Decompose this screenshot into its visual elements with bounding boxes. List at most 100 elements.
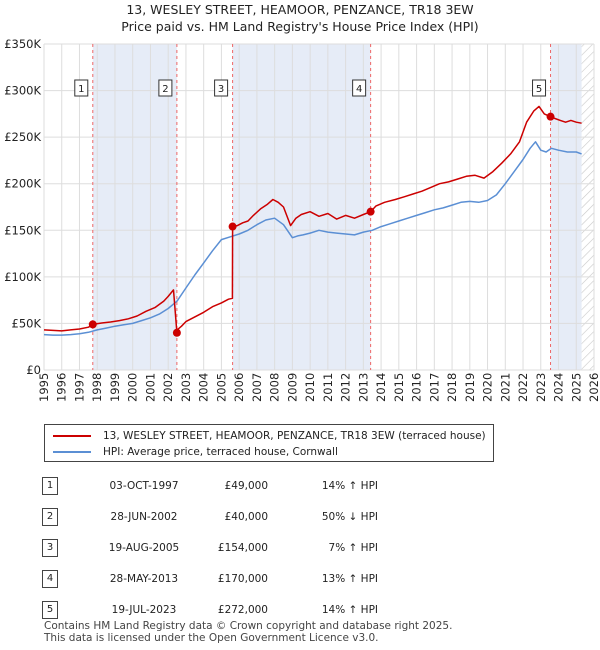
sale-badge: 5 (42, 600, 58, 619)
table-row: 2 28-JUN-2002 £40,000 50% ↓ HPI (42, 501, 386, 532)
x-tick-label: 1998 (90, 373, 104, 402)
sale-date: 19-AUG-2005 (108, 541, 180, 554)
ownership-band (92, 44, 177, 370)
x-tick-label: 2024 (552, 373, 566, 402)
sale-price: £154,000 (217, 541, 268, 554)
footer-line-1: Contains HM Land Registry data © Crown c… (44, 620, 453, 632)
sale-badge: 3 (42, 538, 58, 557)
legend-swatch-property (53, 435, 91, 437)
y-tick-label: £100K (4, 270, 41, 284)
chart-subtitle: Price paid vs. HM Land Registry's House … (121, 19, 478, 34)
sale-price: £170,000 (217, 572, 268, 585)
sale-label-box (74, 79, 89, 97)
sale-label-number: 5 (536, 84, 542, 95)
y-tick-label: £50K (12, 316, 42, 330)
sale-hpi-diff: 50% ↓ HPI (321, 510, 378, 523)
x-tick-label: 2014 (374, 373, 388, 402)
legend-item-hpi: HPI: Average price, terraced house, Corn… (53, 445, 338, 459)
x-tick-label: 2020 (481, 373, 495, 402)
sale-badge: 4 (42, 569, 58, 588)
x-tick-label: 1999 (108, 373, 122, 402)
ownership-band (550, 44, 582, 370)
sale-point (228, 222, 237, 231)
legend-label-hpi: HPI: Average price, terraced house, Corn… (103, 446, 338, 458)
y-tick-label: £350K (4, 37, 41, 51)
table-row: 3 19-AUG-2005 £154,000 7% ↑ HPI (42, 532, 386, 563)
x-tick-label: 2021 (498, 373, 512, 402)
footer-line-2: This data is licensed under the Open Gov… (44, 632, 379, 644)
future-hatch (581, 44, 594, 370)
y-tick-label: £200K (4, 177, 41, 191)
sale-label-box (214, 79, 229, 97)
sale-point (546, 112, 555, 121)
sale-date: 03-OCT-1997 (109, 479, 179, 492)
x-tick-label: 2012 (339, 373, 353, 402)
x-tick-label: 2004 (197, 373, 211, 402)
legend-label-property: 13, WESLEY STREET, HEAMOOR, PENZANCE, TR… (103, 430, 486, 442)
y-tick-label: £300K (4, 84, 41, 98)
y-tick-label: £0 (26, 363, 41, 377)
sale-label-box (158, 79, 173, 97)
x-tick-label: 1997 (72, 373, 86, 402)
x-tick-label: 2005 (214, 373, 228, 402)
sale-point (366, 207, 375, 216)
sale-point (172, 328, 181, 337)
x-tick-label: 2007 (250, 373, 264, 402)
sale-badge: 2 (42, 507, 58, 526)
sale-date: 19-JUL-2023 (111, 603, 177, 616)
x-tick-label: 1996 (55, 373, 69, 402)
chart-legend: 13, WESLEY STREET, HEAMOOR, PENZANCE, TR… (44, 424, 494, 462)
sale-badge: 1 (42, 476, 58, 495)
sale-price: £40,000 (224, 510, 268, 523)
sale-label-box (352, 79, 367, 97)
x-tick-label: 2009 (285, 373, 299, 402)
x-tick-label: 2003 (179, 373, 193, 402)
sale-price: £49,000 (224, 479, 268, 492)
sale-date: 28-MAY-2013 (109, 572, 179, 585)
sale-date: 28-JUN-2002 (110, 510, 178, 523)
footer-note: Contains HM Land Registry data © Crown c… (44, 620, 452, 644)
x-tick-label: 2023 (534, 373, 548, 402)
table-row: 1 03-OCT-1997 £49,000 14% ↑ HPI (42, 470, 386, 501)
sale-label-number: 4 (356, 84, 362, 95)
y-tick-label: £150K (4, 223, 41, 237)
legend-swatch-hpi (53, 451, 91, 453)
sale-label-number: 1 (78, 84, 84, 95)
hpi-line (43, 141, 582, 336)
sale-hpi-diff: 13% ↑ HPI (321, 572, 378, 585)
x-tick-label: 2015 (392, 373, 406, 402)
sale-hpi-diff: 7% ↑ HPI (328, 541, 378, 554)
property-price-line (43, 105, 582, 334)
x-tick-label: 2011 (321, 373, 335, 402)
x-tick-label: 2016 (410, 373, 424, 402)
table-row: 4 28-MAY-2013 £170,000 13% ↑ HPI (42, 563, 386, 594)
ownership-band (232, 44, 371, 370)
x-tick-label: 2025 (569, 373, 583, 402)
sale-point (88, 320, 97, 329)
sale-label-number: 3 (218, 84, 224, 95)
x-tick-label: 2022 (516, 373, 530, 402)
sale-price: £272,000 (217, 603, 268, 616)
sale-hpi-diff: 14% ↑ HPI (321, 603, 378, 616)
x-tick-label: 2000 (126, 373, 140, 402)
x-tick-label: 2001 (143, 373, 157, 402)
x-tick-label: 2018 (445, 373, 459, 402)
y-tick-label: £250K (4, 130, 41, 144)
sales-table: 1 03-OCT-1997 £49,000 14% ↑ HPI 2 28-JUN… (42, 470, 386, 625)
x-tick-label: 2019 (463, 373, 477, 402)
chart-title: 13, WESLEY STREET, HEAMOOR, PENZANCE, TR… (126, 2, 473, 17)
sale-hpi-diff: 14% ↑ HPI (321, 479, 378, 492)
sale-label-box (532, 79, 547, 97)
price-chart: 13, WESLEY STREET, HEAMOOR, PENZANCE, TR… (4, 2, 600, 402)
table-row: 5 19-JUL-2023 £272,000 14% ↑ HPI (42, 594, 386, 625)
x-tick-label: 2008 (268, 373, 282, 402)
x-tick-label: 2013 (356, 373, 370, 402)
x-tick-label: 2006 (232, 373, 246, 402)
x-tick-label: 2017 (427, 373, 441, 402)
x-tick-label: 2002 (161, 373, 175, 402)
x-tick-label: 1995 (37, 373, 51, 402)
x-tick-label: 2010 (303, 373, 317, 402)
sale-label-number: 2 (162, 84, 168, 95)
x-tick-label: 2026 (587, 373, 600, 402)
legend-item-property: 13, WESLEY STREET, HEAMOOR, PENZANCE, TR… (53, 429, 486, 443)
